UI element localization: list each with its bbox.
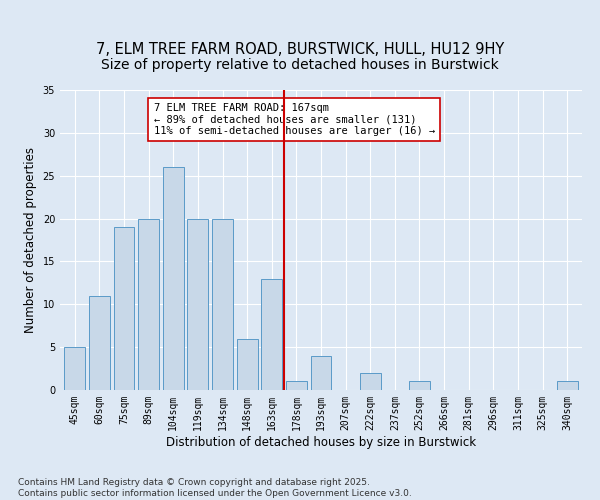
Y-axis label: Number of detached properties: Number of detached properties [24, 147, 37, 333]
Bar [212, 218, 233, 390]
Bar [187, 218, 208, 390]
Text: Size of property relative to detached houses in Burstwick: Size of property relative to detached ho… [101, 58, 499, 72]
Bar [113, 227, 134, 390]
Bar [286, 382, 307, 390]
Bar [360, 373, 381, 390]
Bar [163, 167, 184, 390]
Text: 7 ELM TREE FARM ROAD: 167sqm
← 89% of detached houses are smaller (131)
11% of s: 7 ELM TREE FARM ROAD: 167sqm ← 89% of de… [154, 103, 435, 136]
Bar [64, 347, 85, 390]
Bar [311, 356, 331, 390]
Bar [261, 278, 282, 390]
Text: Contains HM Land Registry data © Crown copyright and database right 2025.
Contai: Contains HM Land Registry data © Crown c… [18, 478, 412, 498]
Bar [138, 218, 159, 390]
Text: 7, ELM TREE FARM ROAD, BURSTWICK, HULL, HU12 9HY: 7, ELM TREE FARM ROAD, BURSTWICK, HULL, … [96, 42, 504, 58]
Bar [236, 338, 257, 390]
X-axis label: Distribution of detached houses by size in Burstwick: Distribution of detached houses by size … [166, 436, 476, 448]
Bar [89, 296, 110, 390]
Bar [409, 382, 430, 390]
Bar [557, 382, 578, 390]
